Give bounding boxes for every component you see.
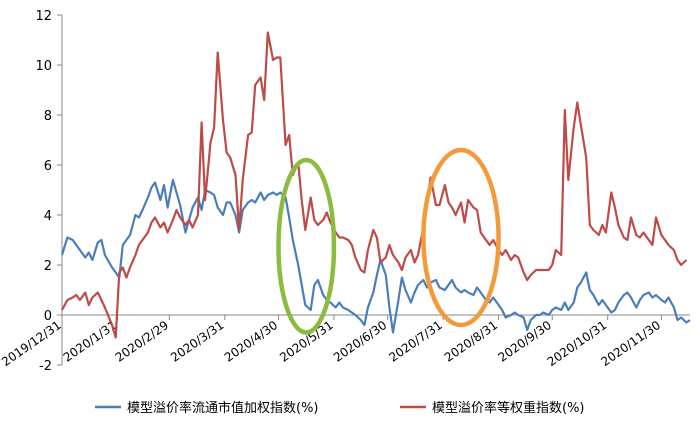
y-tick-label: 8 <box>44 109 52 124</box>
y-tick-label: -2 <box>39 359 52 374</box>
annotation-ellipse-green <box>276 157 337 335</box>
x-tick-label: 2020/1/31 <box>61 318 119 365</box>
series-line-equal-weighted <box>61 31 688 339</box>
x-tick-label: 2020/3/31 <box>168 318 226 365</box>
x-tick-label: 2020/5/31 <box>277 318 335 365</box>
legend-label: 模型溢价率等权重指数(%) <box>432 400 585 416</box>
annotation-ellipse-orange <box>421 147 501 328</box>
x-tick-label: 2020/8/31 <box>442 318 500 365</box>
x-tick-label: 2020/6/30 <box>331 318 389 365</box>
y-tick-label: 4 <box>44 209 52 224</box>
y-tick-label: 12 <box>35 9 52 24</box>
x-tick-label: 2019/12/31 <box>0 318 64 369</box>
x-tick-label: 2020/11/30 <box>598 318 663 369</box>
y-tick-label: 10 <box>35 59 52 74</box>
x-tick-label: 2020/10/31 <box>545 318 610 369</box>
y-tick-label: 6 <box>44 159 52 174</box>
x-tick-label: 2020/4/30 <box>222 318 280 365</box>
x-tick-label: 2020/2/29 <box>113 318 171 365</box>
y-tick-label: 2 <box>44 259 52 274</box>
legend-label: 模型溢价率流通市值加权指数(%) <box>127 400 319 416</box>
y-tick-label: 0 <box>44 309 52 324</box>
series-line-cap-weighted <box>60 178 691 334</box>
